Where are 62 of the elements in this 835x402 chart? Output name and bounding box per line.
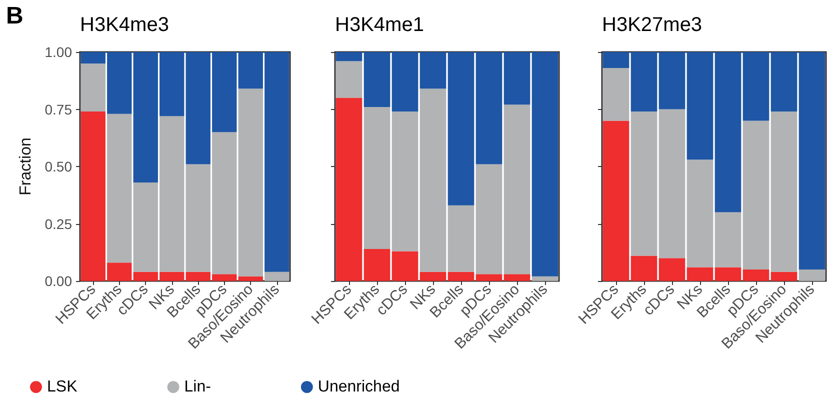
bar <box>714 52 742 212</box>
bar <box>630 256 658 281</box>
bar <box>686 52 714 160</box>
bar <box>630 112 658 256</box>
bar <box>364 106 390 249</box>
bar <box>602 52 630 68</box>
chart-title: H3K4me1 <box>335 14 424 36</box>
bar <box>658 109 686 258</box>
bar <box>476 274 502 281</box>
legend-label: LSK <box>47 378 78 396</box>
bar <box>420 52 446 89</box>
bar <box>770 112 798 272</box>
y-tick-label: 0.00 <box>44 273 72 289</box>
chart-title: H3K4me3 <box>80 14 169 36</box>
legend-label: Lin- <box>184 378 211 396</box>
bar <box>532 276 558 281</box>
bar <box>336 52 362 62</box>
bar <box>364 248 390 281</box>
bar <box>714 212 742 268</box>
bar <box>742 120 770 270</box>
y-tick-label: 0.50 <box>44 158 72 174</box>
bar <box>602 120 630 281</box>
bar <box>630 52 658 112</box>
bar <box>770 272 798 281</box>
bar <box>448 272 474 281</box>
bar <box>364 52 390 107</box>
bar <box>504 104 530 274</box>
bar <box>686 267 714 281</box>
bar <box>420 88 446 272</box>
bar <box>448 205 474 272</box>
y-tick-label: 0.25 <box>44 216 72 232</box>
y-axis-title: Fraction <box>18 138 34 196</box>
bar <box>107 114 132 263</box>
bar <box>420 272 446 281</box>
bar <box>658 52 686 110</box>
bar <box>504 52 530 105</box>
chart-title: H3K27me3 <box>602 14 702 36</box>
bar <box>532 52 558 276</box>
bar <box>658 258 686 281</box>
bar <box>742 52 770 121</box>
bar <box>798 270 826 281</box>
bar <box>476 52 502 164</box>
y-tick-label: 0.75 <box>44 101 72 118</box>
bar <box>392 112 418 252</box>
bar <box>798 52 826 270</box>
bar <box>770 52 798 112</box>
bar <box>504 274 530 281</box>
bar <box>714 267 742 281</box>
bar <box>476 164 502 274</box>
bar <box>80 63 106 112</box>
bar <box>336 61 362 98</box>
text: B <box>6 2 24 30</box>
bar <box>448 52 474 206</box>
bar <box>602 68 630 121</box>
legend-label: Unenriched <box>318 378 400 396</box>
bar <box>238 276 263 281</box>
bar <box>742 270 770 281</box>
y-tick-label: 1.00 <box>44 44 72 60</box>
bar <box>392 251 418 281</box>
bar <box>336 98 362 281</box>
bar <box>392 52 418 112</box>
bar <box>686 160 714 268</box>
